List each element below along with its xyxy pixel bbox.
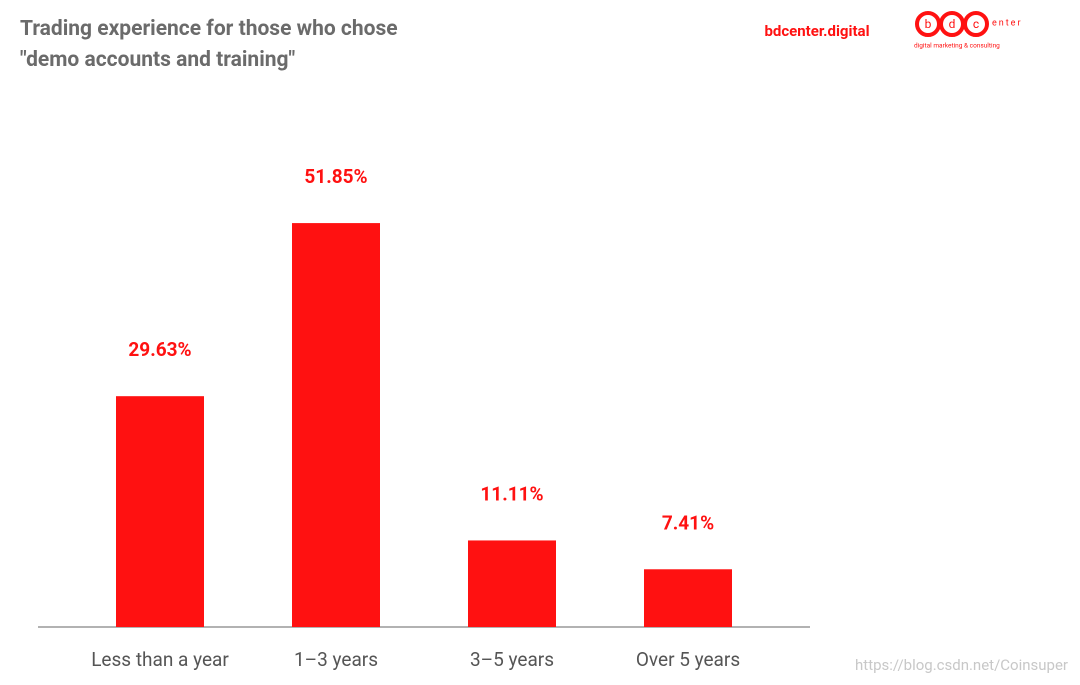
value-label: 7.41% [662,511,714,534]
watermark: https://blog.csdn.net/Coinsuper [855,656,1068,674]
logo-suffix: enter [992,18,1023,28]
logo-circle [963,11,989,37]
x-tick-label: 1–3 years [294,648,378,671]
value-label: 51.85% [304,165,367,188]
bar [292,223,380,627]
x-tick-label: Less than a year [91,648,229,671]
bar [468,540,556,627]
value-label: 11.11% [480,482,543,505]
logo-letter: d [949,17,956,31]
value-label: 29.63% [128,338,191,361]
logo-tagline: digital marketing & consulting [914,42,1000,50]
bar [644,569,732,627]
brand-site: bdcenter.digital [764,22,869,40]
chart-title: Trading experience for those who chose "… [20,17,398,72]
logo-letter: c [973,17,979,31]
bar [116,396,204,627]
x-tick-label: 3–5 years [470,648,554,671]
x-tick-label: Over 5 years [636,648,740,671]
logo [915,11,989,37]
logo-letter: b [925,17,932,31]
